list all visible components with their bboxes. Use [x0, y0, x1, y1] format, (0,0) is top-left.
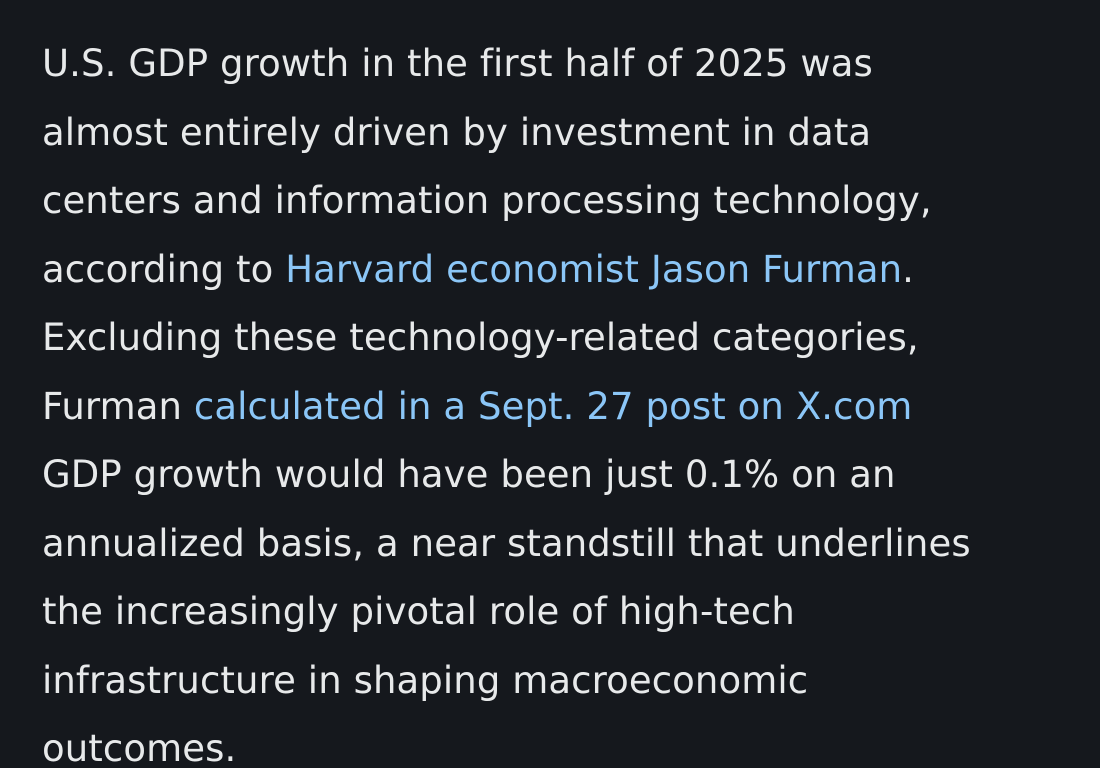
article-paragraph: U.S. GDP growth in the first half of 202… — [42, 30, 1060, 768]
paragraph-line-1: U.S. GDP growth in the first half of 202… — [42, 42, 873, 85]
line-4-text-after: . — [902, 247, 915, 291]
paragraph-line-8: annualized basis, a near standstill that… — [42, 521, 971, 565]
harvard-economist-link[interactable]: Harvard economist Jason Furman — [285, 247, 903, 291]
paragraph-line-3: centers and information processing techn… — [42, 179, 932, 222]
paragraph-line-2: almost entirely driven by investment in … — [42, 110, 872, 154]
paragraph-line-11: outcomes. — [42, 727, 237, 768]
paragraph-line-9: the increasingly pivotal role of high-te… — [42, 590, 795, 633]
paragraph-line-6: Furman calculated in a Sept. 27 post on … — [42, 373, 1060, 442]
line-6-text-before: Furman — [42, 384, 194, 428]
paragraph-line-10: infrastructure in shaping macroeconomic — [42, 658, 809, 702]
paragraph-line-7: GDP growth would have been just 0.1% on … — [42, 453, 896, 496]
paragraph-line-5: Excluding these technology-related categ… — [42, 316, 919, 359]
line-4-text-before: according to — [42, 247, 286, 291]
paragraph-line-4: according to Harvard economist Jason Fur… — [42, 236, 1060, 305]
x-post-link[interactable]: calculated in a Sept. 27 post on X.com — [193, 384, 913, 428]
